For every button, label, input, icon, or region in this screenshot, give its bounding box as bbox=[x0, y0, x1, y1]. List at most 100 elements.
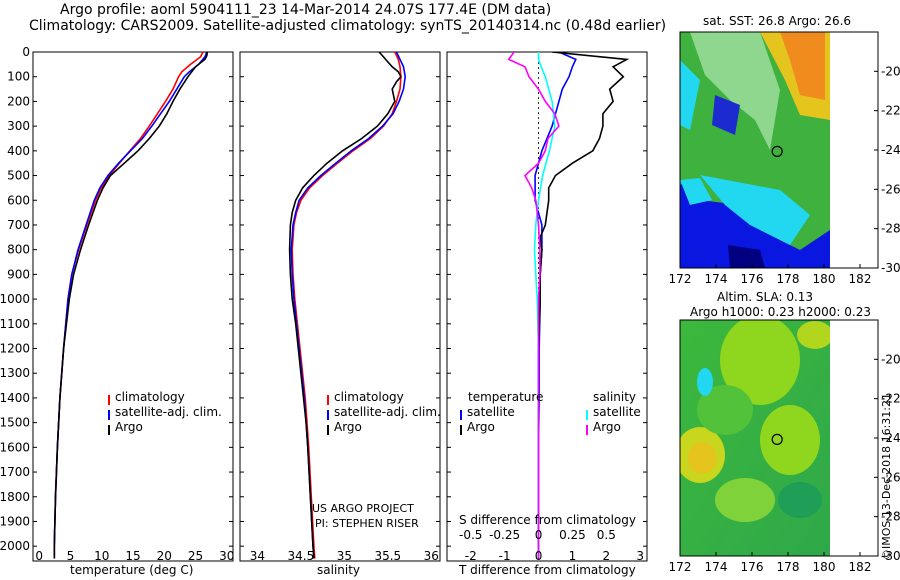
depth-tick-label: 300 bbox=[7, 119, 30, 133]
difference-x-tick-label: 1 bbox=[569, 549, 577, 563]
temperature-plot bbox=[53, 52, 209, 559]
t-legend-climatology: climatology bbox=[115, 390, 185, 404]
sla-map-subtitle: Argo h1000: 0.23 h2000: 0.23 bbox=[690, 305, 871, 319]
imos-timestamp: ©IMOS 13-Dec-2018 16:31:21 bbox=[880, 393, 893, 560]
d-legend-s-argo: Argo bbox=[593, 420, 621, 434]
map-x-tick-label: 172 bbox=[669, 272, 692, 286]
map-y-tick-label: -28 bbox=[881, 510, 900, 524]
map-x-tick-label: 180 bbox=[813, 560, 836, 574]
series-line-argo bbox=[53, 52, 209, 559]
map-x-tick-label: 174 bbox=[705, 272, 728, 286]
map-x-tick-label: 176 bbox=[741, 272, 764, 286]
map-y-tick-label: -22 bbox=[881, 392, 900, 406]
map-y-tick-label: -26 bbox=[881, 182, 900, 196]
map-x-tick-label: 182 bbox=[849, 560, 872, 574]
depth-tick-label: 600 bbox=[7, 193, 30, 207]
map-y-tick-label: -26 bbox=[881, 470, 900, 484]
series-line-s-argo bbox=[507, 52, 560, 559]
difference-s-tick-label: -0.5 bbox=[459, 528, 482, 542]
difference-s-tick-label: 0 bbox=[535, 528, 543, 542]
depth-tick-label: 1800 bbox=[0, 490, 30, 504]
temperature-panel-frame bbox=[32, 51, 234, 562]
depth-tick-label: 1400 bbox=[0, 391, 30, 405]
difference-plot bbox=[507, 52, 630, 561]
salinity-plot bbox=[288, 52, 407, 559]
depth-tick-label: 1100 bbox=[0, 317, 30, 331]
series-line-climatology bbox=[291, 52, 402, 559]
sst-map-title: sat. SST: 26.8 Argo: 26.6 bbox=[703, 14, 852, 28]
series-line-argo bbox=[288, 52, 402, 559]
d-legend-title-salinity: salinity bbox=[593, 390, 637, 404]
temperature-x-tick-label: 25 bbox=[188, 549, 203, 563]
salinity-x-tick-label: 36 bbox=[424, 549, 439, 563]
t-legend-argo: Argo bbox=[115, 420, 143, 434]
depth-tick-label: 500 bbox=[7, 169, 30, 183]
d-legend-s-satellite: satellite bbox=[593, 405, 641, 419]
s-legend-satellite: satellite-adj. clim. bbox=[334, 405, 441, 419]
depth-tick-label: 700 bbox=[7, 218, 30, 232]
salinity-x-tick-label: 34 bbox=[250, 549, 265, 563]
depth-tick-label: 200 bbox=[7, 94, 30, 108]
difference-x-tick-label: -2 bbox=[465, 549, 477, 563]
d-legend-title-temperature: temperature bbox=[468, 390, 544, 404]
map-axes: 172 174 176 178 180 182 -20 -22 -24 -26 -28 -30 172 1… bbox=[669, 64, 900, 574]
argo-profile-marker bbox=[771, 433, 783, 445]
difference-xlabel-salinity: S difference from climatology bbox=[459, 513, 636, 527]
project-annotation-line1: US ARGO PROJECT bbox=[312, 502, 414, 515]
d-legend-t-argo: Argo bbox=[467, 420, 495, 434]
figure-title-line1: Argo profile: aoml 5904111_23 14-Mar-201… bbox=[60, 2, 552, 18]
difference-x-tick-label: 3 bbox=[636, 549, 644, 563]
difference-x-tick-label: -1 bbox=[499, 549, 511, 563]
difference-xlabel: T difference from climatology bbox=[459, 563, 636, 577]
depth-tick-label: 1000 bbox=[0, 292, 30, 306]
map-y-tick-label: -20 bbox=[881, 64, 900, 78]
salinity-x-tick-label: 35.5 bbox=[374, 549, 401, 563]
difference-x-tick-label: 0 bbox=[535, 549, 543, 563]
depth-tick-label: 1700 bbox=[0, 465, 30, 479]
figure-title-line2: Climatology: CARS2009. Satellite-adjuste… bbox=[29, 18, 667, 34]
x-tick-labels: -2 -1 0 1 2 3 -0.5 -0.25 0 0.25 0.5 0 5 10 15 20 25 30 34 3… bbox=[35, 395, 644, 563]
map-x-tick-label: 172 bbox=[669, 560, 692, 574]
temperature-x-tick-label: 0 bbox=[35, 549, 43, 563]
depth-tick-label: 400 bbox=[7, 144, 30, 158]
t-legend-satellite: satellite-adj. clim. bbox=[115, 405, 222, 419]
depth-tick-label: 2000 bbox=[0, 539, 30, 553]
s-legend-climatology: climatology bbox=[334, 390, 404, 404]
map-y-tick-label: -28 bbox=[881, 222, 900, 236]
depth-tick-label: 0 bbox=[22, 45, 30, 59]
depth-tick-label: 1500 bbox=[0, 416, 30, 430]
depth-tick-label: 800 bbox=[7, 243, 30, 257]
salinity-panel-frame bbox=[239, 51, 441, 562]
difference-s-tick-label: 0.25 bbox=[559, 528, 586, 542]
salinity-x-tick-label: 34.5 bbox=[288, 549, 315, 563]
temperature-x-tick-label: 20 bbox=[157, 549, 172, 563]
depth-tick-label: 1300 bbox=[0, 366, 30, 380]
map-x-tick-label: 180 bbox=[813, 272, 836, 286]
map-y-tick-label: -24 bbox=[881, 143, 900, 157]
difference-x-tick-label: 2 bbox=[603, 549, 611, 563]
d-legend-t-satellite: satellite bbox=[467, 405, 515, 419]
map-x-tick-label: 178 bbox=[777, 560, 800, 574]
map-y-tick-label: -30 bbox=[881, 261, 900, 275]
map-x-tick-label: 176 bbox=[741, 560, 764, 574]
map-y-tick-label: -24 bbox=[881, 431, 900, 445]
project-annotation-line2: PI: STEPHEN RISER bbox=[315, 517, 419, 530]
difference-s-tick-label: -0.25 bbox=[489, 528, 520, 542]
sla-map-title: Altim. SLA: 0.13 bbox=[717, 290, 814, 304]
map-x-tick-label: 178 bbox=[777, 272, 800, 286]
difference-s-tick-label: 0.5 bbox=[597, 528, 616, 542]
depth-tick-label: 1900 bbox=[0, 514, 30, 528]
depth-tick-label: 1200 bbox=[0, 342, 30, 356]
argo-profile-marker bbox=[771, 145, 783, 157]
temperature-x-tick-label: 5 bbox=[67, 549, 75, 563]
map-y-tick-label: -30 bbox=[881, 549, 900, 563]
salinity-x-tick-label: 35 bbox=[337, 549, 352, 563]
temperature-xlabel: temperature (deg C) bbox=[70, 563, 194, 577]
depth-tick-label: 900 bbox=[7, 267, 30, 281]
temperature-x-tick-label: 10 bbox=[94, 549, 109, 563]
map-x-tick-label: 182 bbox=[849, 272, 872, 286]
salinity-xlabel: salinity bbox=[317, 563, 361, 577]
sst-map bbox=[680, 32, 830, 268]
map-y-tick-label: -22 bbox=[881, 104, 900, 118]
